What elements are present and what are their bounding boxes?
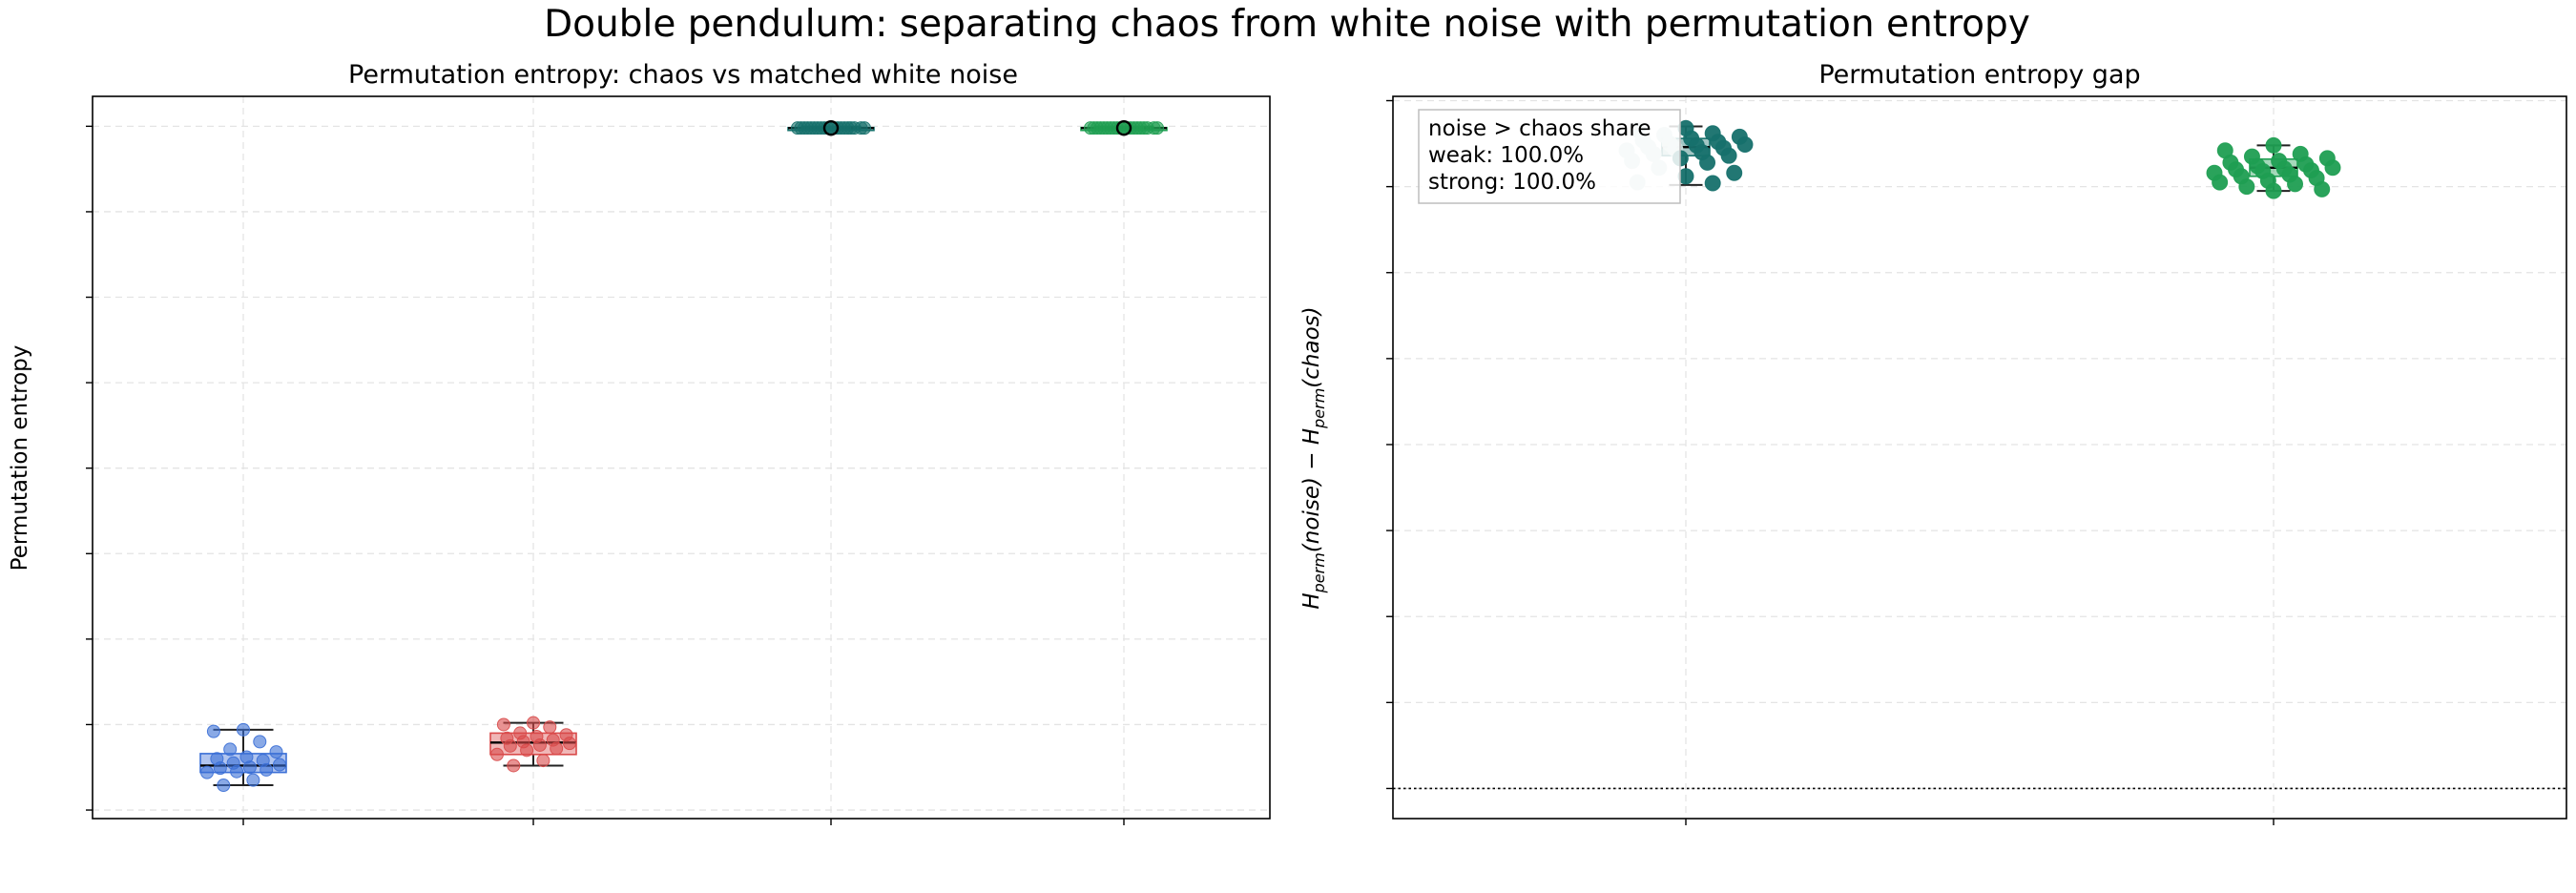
axes-frame (1392, 95, 2567, 820)
data-point (527, 716, 540, 730)
data-point (246, 773, 260, 787)
ylabel-sub1: perm (1310, 552, 1328, 593)
plot-marks (1393, 119, 2566, 790)
data-point (2265, 182, 2282, 199)
points-2 (490, 716, 576, 773)
data-point (1699, 154, 1716, 171)
data-point (2212, 174, 2229, 191)
annotation-box (1418, 109, 1681, 204)
y-axis-label: Permutation entropy (8, 345, 32, 571)
mean-marker (1115, 119, 1132, 136)
data-point (841, 121, 855, 135)
data-point (2287, 176, 2304, 193)
panel-title: Permutation entropy: chaos vs matched wh… (348, 60, 1018, 90)
data-point (1726, 164, 1743, 181)
data-point (507, 758, 521, 773)
ylabel-sub2: perm (1310, 388, 1328, 429)
data-point (217, 779, 231, 793)
data-point (1133, 121, 1148, 135)
data-point (1704, 175, 1721, 192)
data-point (1091, 121, 1104, 135)
y-axis (1386, 99, 1393, 790)
data-point (550, 741, 564, 756)
mean-marker (822, 119, 840, 136)
annotation-line: noise > chaos share (1428, 116, 1652, 141)
data-point (260, 762, 274, 777)
grid (93, 96, 1270, 819)
data-point (858, 121, 871, 135)
points-3 (791, 119, 871, 136)
data-point (798, 121, 811, 135)
ylabel-mid: (noise) − (1299, 445, 1324, 552)
data-point (563, 737, 576, 751)
figure-title: Double pendulum: separating chaos from w… (544, 3, 2030, 46)
data-point (269, 745, 283, 759)
y-axis (86, 125, 93, 811)
panel-chaos-vs-noise: Permutation entropy: chaos vs matched wh… (8, 60, 1271, 825)
data-point (237, 722, 250, 737)
data-point (490, 747, 504, 761)
annotation-line: weak: 100.0% (1428, 143, 1584, 168)
data-point (520, 743, 534, 758)
plot-marks (199, 119, 1168, 793)
points-4 (1084, 119, 1164, 136)
y-axis-label: Hperm(noise) − Hperm(chaos) (1299, 306, 1328, 609)
data-point (273, 758, 286, 772)
x-axis (242, 819, 1125, 825)
panel-entropy-gap: Permutation entropy gap Hperm(noise) − H… (1299, 60, 2567, 825)
data-point (230, 764, 244, 779)
data-point (532, 737, 547, 752)
axes-frame (92, 95, 1271, 820)
data-point (213, 761, 227, 776)
data-point (2314, 180, 2331, 197)
data-point (1720, 147, 1737, 164)
data-point (1151, 121, 1164, 135)
annotation-line: strong: 100.0% (1428, 170, 1596, 195)
data-point (536, 754, 551, 768)
data-point (253, 735, 267, 749)
x-axis (1685, 819, 2275, 825)
data-point (2238, 178, 2255, 196)
data-point (543, 720, 557, 735)
grid (1393, 96, 2566, 819)
share-annotation: noise > chaos share weak: 100.0% strong:… (1418, 109, 1681, 204)
ylabel-h1: H (1299, 592, 1324, 609)
data-point (496, 717, 510, 732)
data-point (206, 724, 220, 738)
data-point (242, 760, 257, 775)
ylabel-end: (chaos) (1299, 306, 1324, 387)
points-2 (2206, 136, 2341, 199)
data-point (1736, 135, 1754, 153)
data-point (2324, 159, 2341, 177)
data-point (200, 765, 214, 779)
points-1 (200, 722, 286, 793)
ylabel-h2: H (1299, 428, 1324, 445)
panel-title: Permutation entropy gap (1818, 60, 2140, 90)
data-point (503, 738, 517, 753)
data-point (223, 742, 238, 757)
data-point (2265, 136, 2282, 154)
